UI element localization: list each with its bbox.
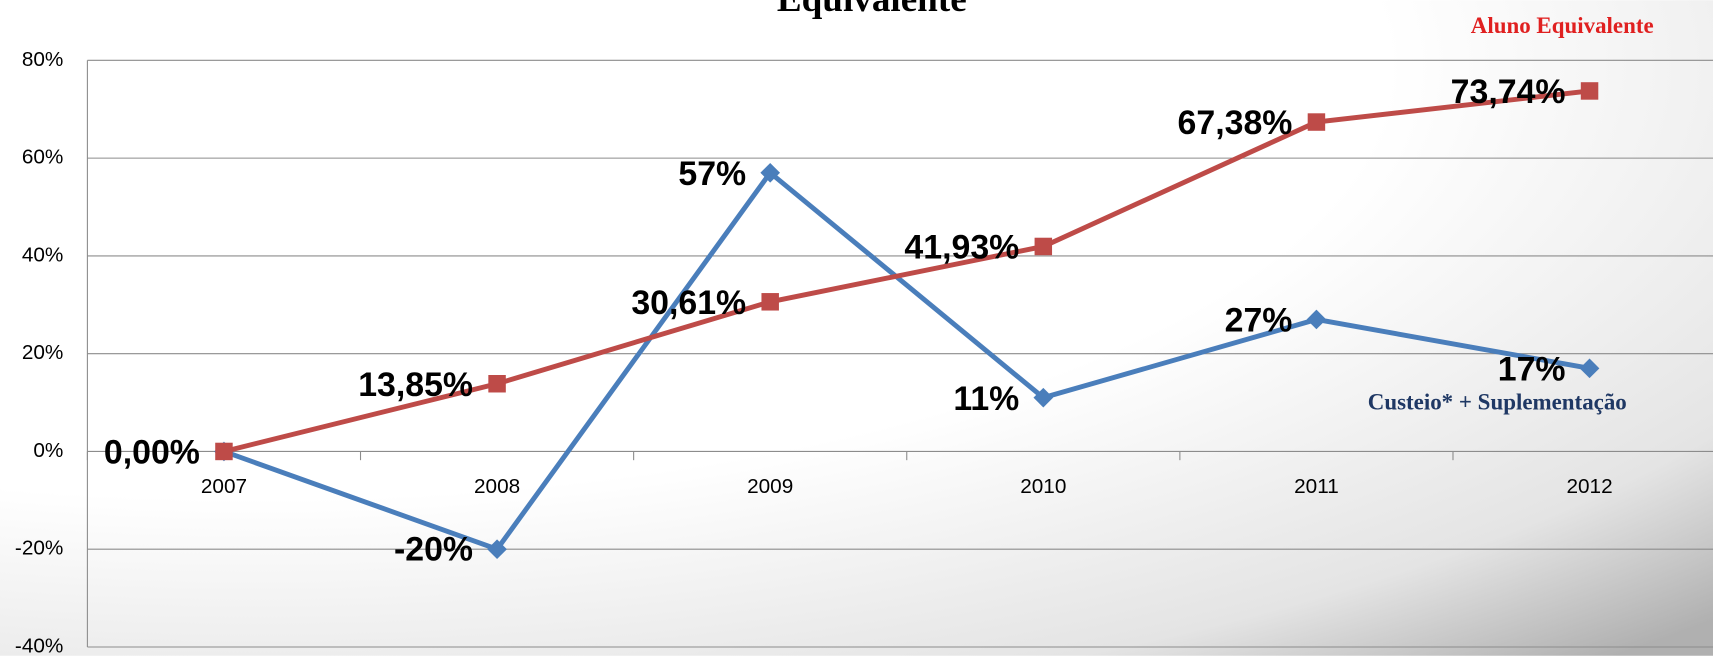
data-label: 13,85% — [358, 366, 473, 404]
x-tick-label: 2012 — [1566, 475, 1612, 498]
marker — [1033, 387, 1054, 408]
data-label: 30,61% — [631, 284, 746, 322]
series-line — [223, 88, 1590, 454]
marker — [488, 374, 506, 393]
data-label: -20% — [394, 530, 473, 568]
data-label: 73,74% — [1451, 73, 1566, 111]
x-tick-label: 2011 — [1294, 475, 1339, 498]
y-tick-label: 20% — [22, 341, 64, 364]
marker — [1579, 358, 1600, 379]
marker — [760, 162, 781, 183]
marker — [215, 442, 233, 461]
marker — [761, 293, 779, 311]
data-label: 17% — [1498, 351, 1566, 389]
data-label: 11% — [953, 380, 1019, 418]
y-tick-label: -20% — [15, 537, 63, 560]
marker — [1034, 237, 1053, 256]
x-tick-label: 2008 — [474, 475, 520, 498]
chart-title: Equivalente — [777, 0, 967, 20]
data-label: 27% — [1225, 302, 1293, 340]
data-label: 67,38% — [1178, 104, 1293, 142]
data-label: 41,93% — [904, 229, 1019, 267]
data-label: 0,00% — [104, 434, 200, 472]
y-tick-label: 40% — [22, 243, 64, 266]
legend-label: Custeio* + Suplementação — [1368, 390, 1627, 415]
x-tick-label: 2007 — [201, 475, 247, 498]
series-line — [223, 169, 1590, 553]
marker — [487, 539, 507, 560]
y-tick-label: 0% — [33, 439, 63, 462]
x-tick-label: 2009 — [747, 475, 793, 498]
marker — [1580, 82, 1599, 100]
data-label: 57% — [678, 155, 746, 193]
marker — [1306, 309, 1327, 330]
y-tick-label: -40% — [15, 634, 63, 656]
x-tick-label: 2010 — [1020, 475, 1066, 498]
legend-label: Aluno Equivalente — [1471, 13, 1654, 38]
marker — [1307, 113, 1326, 131]
y-tick-label: 60% — [22, 146, 64, 169]
y-tick-label: 80% — [22, 48, 64, 71]
